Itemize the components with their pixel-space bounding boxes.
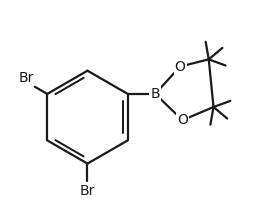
Text: Br: Br: [80, 184, 95, 198]
Text: Br: Br: [18, 71, 34, 85]
Text: O: O: [177, 113, 188, 127]
Text: B: B: [150, 87, 160, 101]
Text: O: O: [175, 60, 186, 73]
